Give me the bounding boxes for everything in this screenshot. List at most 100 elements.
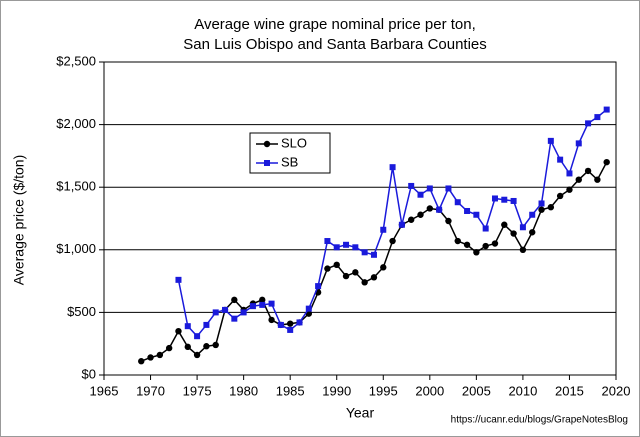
legend-label: SB [281, 154, 298, 169]
marker [231, 296, 238, 304]
x-tick-label: 1965 [90, 383, 119, 398]
marker [194, 333, 201, 340]
marker [519, 246, 527, 253]
marker [380, 264, 387, 271]
marker [566, 170, 573, 177]
marker [203, 321, 210, 328]
marker [268, 316, 275, 324]
marker [240, 309, 247, 316]
marker [408, 182, 415, 189]
marker [566, 186, 573, 193]
marker [342, 272, 350, 280]
marker [324, 238, 331, 245]
marker [175, 276, 182, 283]
marker [212, 309, 219, 316]
marker [212, 341, 219, 349]
marker [193, 351, 201, 359]
marker [529, 229, 536, 236]
marker [585, 120, 592, 127]
marker [203, 343, 210, 350]
marker [389, 164, 396, 171]
marker [501, 196, 508, 203]
marker [594, 114, 601, 121]
marker [147, 354, 154, 361]
marker [408, 216, 415, 223]
marker [315, 283, 322, 290]
marker [436, 206, 443, 213]
chart-title: Average wine grape nominal price per ton… [194, 16, 476, 33]
y-tick-label: $2,500 [56, 53, 96, 68]
marker [557, 156, 564, 163]
x-tick-label: 1995 [369, 383, 398, 398]
marker [426, 205, 434, 212]
marker [138, 358, 145, 365]
marker [370, 274, 378, 281]
marker [333, 261, 340, 269]
marker [510, 230, 517, 237]
y-tick-label: $1,000 [56, 241, 96, 256]
marker [556, 192, 564, 200]
marker [361, 279, 368, 286]
marker [482, 225, 489, 232]
marker [491, 240, 499, 247]
marker [259, 296, 266, 304]
marker [165, 344, 173, 352]
marker [277, 321, 284, 328]
marker [417, 211, 424, 218]
x-axis-title: Year [346, 405, 375, 421]
marker [370, 251, 377, 258]
y-tick-label: $1,500 [56, 179, 96, 194]
marker [184, 343, 191, 351]
marker [268, 300, 275, 307]
marker [491, 195, 498, 202]
x-tick-label: 1985 [276, 383, 305, 398]
marker [594, 176, 601, 183]
y-tick-label: $0 [82, 366, 96, 381]
marker [575, 140, 582, 147]
source: https://ucanr.edu/blogs/GrapeNotesBlog [451, 415, 628, 426]
marker [286, 320, 294, 327]
marker [389, 237, 396, 245]
legend-marker [264, 160, 270, 166]
marker [380, 226, 387, 233]
marker [519, 224, 526, 231]
marker [463, 241, 471, 248]
x-tick-label: 2005 [462, 383, 491, 398]
chart-title: San Luis Obispo and Santa Barbara Counti… [183, 36, 487, 53]
marker [529, 211, 536, 218]
y-axis-title: Average price ($/ton) [11, 155, 27, 285]
marker [324, 265, 331, 272]
marker [454, 199, 461, 206]
marker [454, 237, 461, 245]
x-tick-label: 2020 [602, 383, 631, 398]
marker [175, 327, 182, 335]
marker [398, 221, 405, 228]
marker [575, 176, 582, 183]
marker [333, 244, 340, 251]
legend-label: SLO [281, 135, 307, 150]
x-tick-label: 1975 [183, 383, 212, 398]
marker [156, 351, 164, 359]
legend-marker [263, 140, 271, 148]
marker [482, 242, 489, 250]
x-tick-label: 1990 [322, 383, 351, 398]
marker [584, 167, 592, 175]
marker [547, 204, 555, 211]
marker [445, 185, 452, 192]
marker [231, 315, 238, 322]
marker [445, 217, 452, 225]
plot-frame [103, 61, 617, 376]
marker [603, 158, 610, 166]
marker [222, 306, 229, 313]
marker [473, 211, 480, 218]
x-tick-label: 1980 [229, 383, 258, 398]
marker [249, 303, 256, 310]
marker [361, 249, 368, 256]
marker [352, 244, 359, 251]
marker [547, 137, 554, 144]
marker [538, 200, 545, 207]
y-tick-label: $500 [67, 304, 96, 319]
marker [352, 269, 359, 276]
marker [184, 323, 191, 330]
marker [464, 207, 471, 214]
